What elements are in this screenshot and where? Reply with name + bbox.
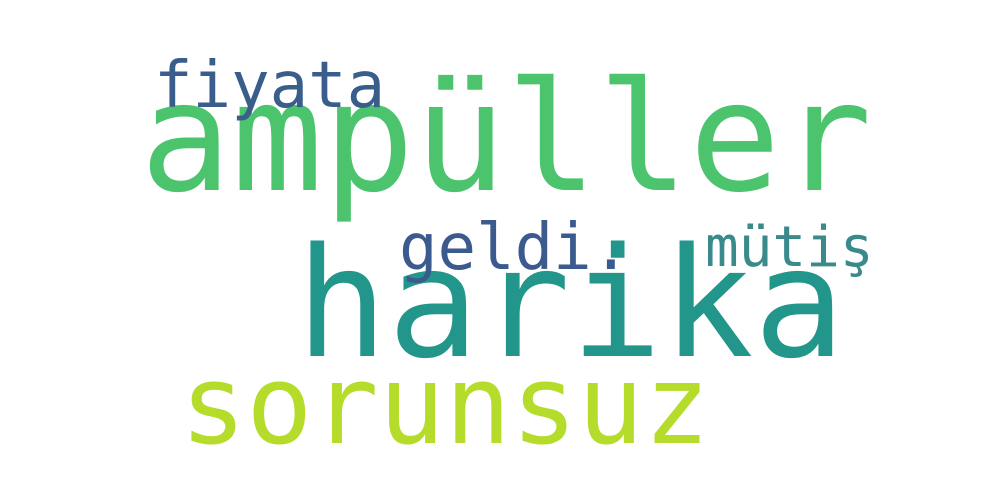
word-sorunsuz: sorunsuz [180, 341, 710, 469]
word-harika: harika [296, 215, 846, 392]
word-mutis: mütiş [705, 215, 874, 280]
word-geldi: geldi. [399, 211, 631, 285]
word-ampuller: ampüller [140, 49, 873, 226]
word-fiyata: fiyata [154, 49, 386, 123]
